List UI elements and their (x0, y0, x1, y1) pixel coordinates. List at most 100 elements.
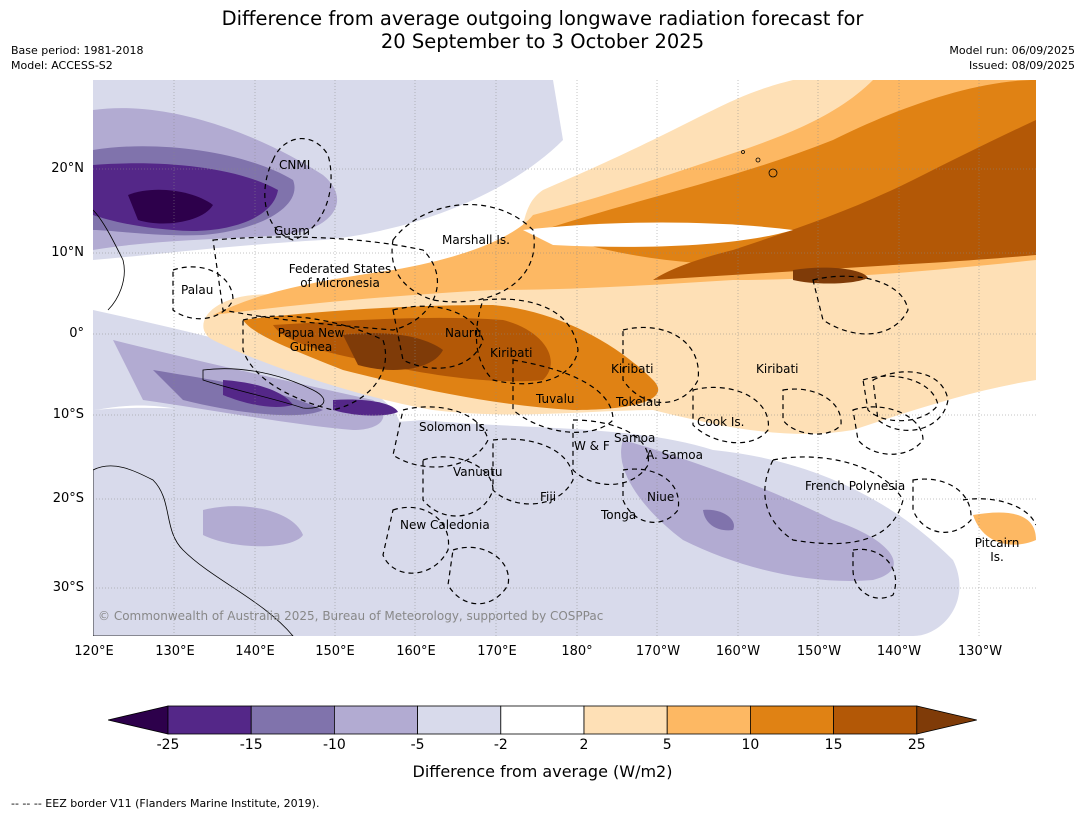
colorbar-tick-label: -15 (239, 737, 263, 753)
title-line-1: Difference from average outgoing longwav… (221, 7, 864, 30)
lon-label-180: 180° (561, 644, 593, 659)
colorbar-title: Difference from average (W/m2) (412, 762, 673, 781)
colorbar-tick-label: 10 (741, 737, 760, 753)
colorbar-tick-label: -25 (156, 737, 180, 753)
place-label-marshall: Marshall Is. (442, 233, 510, 247)
lon-label-160e: 160°E (396, 644, 436, 659)
copyright-notice: © Commonwealth of Australia 2025, Bureau… (98, 609, 604, 623)
colorbar-segment (333, 705, 418, 735)
place-label-niue: Niue (647, 490, 675, 504)
colorbar-tick-label: -10 (322, 737, 346, 753)
chart-title: Difference from average outgoing longwav… (0, 7, 1085, 53)
colorbar-segment (750, 705, 835, 735)
australia-coastline (93, 465, 294, 636)
place-label-fsm-line1: Federated States (288, 262, 392, 276)
colorbar-segment (583, 705, 668, 735)
lon-label-140w: 140°W (876, 644, 922, 659)
place-label-png: Papua New Guinea (274, 326, 348, 354)
colorbar-tick-label: 2 (579, 737, 589, 753)
lon-label-150e: 150°E (315, 644, 355, 659)
colorbar-segment (833, 705, 918, 735)
colorbar-segment (666, 705, 751, 735)
place-label-kiribati-central: Kiribati (611, 362, 654, 376)
lat-label-10n: 10°N (51, 245, 84, 260)
lat-label-0: 0° (69, 326, 84, 341)
lon-label-170e: 170°E (477, 644, 517, 659)
colorbar-tick-label: 25 (907, 737, 926, 753)
place-label-png-line1: Papua New (277, 326, 345, 340)
place-label-fsm: Federated States of Micronesia (285, 262, 395, 290)
anomaly-north-extreme (128, 189, 213, 224)
lon-label-140e: 140°E (235, 644, 275, 659)
place-label-cnmi: CNMI (279, 158, 311, 172)
place-label-pitcairn-line2: Is. (990, 550, 1004, 564)
place-label-new-caledonia: New Caledonia (400, 518, 490, 532)
place-label-vanuatu: Vanuatu (453, 465, 503, 479)
place-label-solomon: Solomon Is. (419, 420, 489, 434)
lat-label-20s: 20°S (52, 491, 84, 506)
lat-label-10s: 10°S (52, 407, 84, 422)
lat-label-20n: 20°N (51, 161, 84, 176)
lon-label-170w: 170°W (635, 644, 681, 659)
place-label-pitcairn: Pitcairn Is. (973, 536, 1021, 564)
eez-footnote: -- -- -- EEZ border V11 (Flanders Marine… (11, 797, 320, 810)
place-label-fiji: Fiji (540, 490, 557, 504)
place-label-wf: W & F (574, 439, 610, 453)
place-label-tokelau: Tokelau (616, 395, 661, 409)
place-label-tuvalu: Tuvalu (536, 392, 575, 406)
issued-date: Issued: 08/09/2025 (968, 59, 1075, 72)
model-run: Model run: 06/09/2025 (949, 44, 1075, 57)
base-period: Base period: 1981-2018 (11, 44, 144, 57)
colorbar-extend-high (916, 705, 977, 735)
anomaly-band-south-light (93, 407, 960, 636)
anomaly-patch-south-small (203, 506, 303, 547)
map-panel (93, 80, 1036, 636)
place-label-pitcairn-line1: Pitcairn (974, 536, 1020, 550)
colorbar-segment (167, 705, 252, 735)
olr-anomaly-map (93, 80, 1036, 636)
meta-left: Base period: 1981-2018 Model: ACCESS-S2 (11, 43, 143, 73)
colorbar (108, 705, 977, 735)
colorbar-tick-label: 15 (824, 737, 843, 753)
place-label-nauru: Nauru (445, 326, 482, 340)
place-label-samoa: Samoa (614, 431, 656, 445)
anomaly-positive-extreme-east (793, 267, 868, 284)
place-label-kiribati-east: Kiribati (756, 362, 799, 376)
colorbar-tick-label: 5 (662, 737, 672, 753)
anomaly-positive-pitcairn (973, 512, 1036, 545)
anomaly-positive-extreme (343, 333, 443, 370)
colorbar-segment (417, 705, 502, 735)
anomaly-neutral-streak (523, 222, 793, 247)
title-line-2: 20 September to 3 October 2025 (380, 30, 705, 53)
hawaii-islands (741, 150, 778, 178)
png-coastline (202, 368, 325, 409)
place-label-tonga: Tonga (601, 508, 637, 522)
graticule (93, 80, 1036, 636)
colorbar-segment (250, 705, 335, 735)
place-label-cook: Cook Is. (697, 415, 745, 429)
place-label-guam: Guam (274, 224, 310, 238)
place-label-american-samoa: A. Samoa (646, 448, 703, 462)
anomaly-solomon-strong (333, 399, 398, 416)
model-name: Model: ACCESS-S2 (11, 59, 113, 72)
lon-label-130e: 130°E (155, 644, 195, 659)
lon-label-130w: 130°W (957, 644, 1003, 659)
place-label-french-polynesia: French Polynesia (805, 479, 906, 493)
lon-label-120e: 120°E (74, 644, 114, 659)
lon-label-160w: 160°W (715, 644, 761, 659)
colorbar-segment (500, 705, 585, 735)
place-label-png-line2: Guinea (289, 340, 333, 354)
anomaly-positive-very-strong-east (653, 120, 1036, 280)
place-label-kiribati-west: Kiribati (490, 346, 533, 360)
anomaly-patch-south-dark (703, 509, 734, 531)
lat-label-30s: 30°S (52, 580, 84, 595)
philippines-coastline (93, 209, 125, 311)
meta-right: Model run: 06/09/2025 Issued: 08/09/2025 (949, 43, 1075, 73)
place-label-fsm-line2: of Micronesia (300, 276, 380, 290)
colorbar-extend-low (108, 705, 169, 735)
eez-borders (172, 138, 1036, 605)
place-label-palau: Palau (181, 283, 214, 297)
anomaly-band-south-medium (621, 440, 894, 581)
lon-label-150w: 150°W (796, 644, 842, 659)
colorbar-tick-label: -2 (493, 737, 508, 753)
